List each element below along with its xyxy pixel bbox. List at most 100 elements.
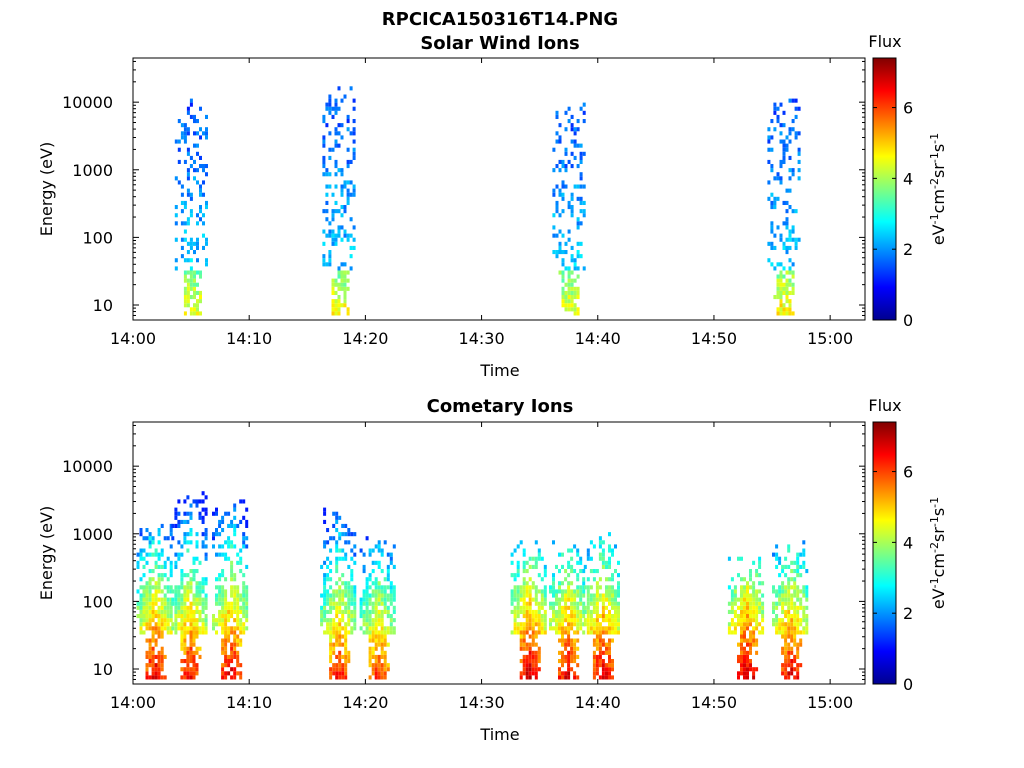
heatmap-cell [196, 311, 199, 316]
heatmap-cell [189, 241, 193, 246]
heatmap-cell [805, 597, 809, 602]
heatmap-cell [139, 601, 143, 606]
heatmap-cell [522, 626, 526, 631]
heatmap-cell [617, 560, 620, 565]
heatmap-cell [347, 614, 351, 619]
heatmap-cell [608, 626, 611, 631]
heatmap-cell [589, 585, 593, 590]
heatmap-cell [320, 609, 324, 614]
heatmap-cell [334, 102, 338, 107]
heatmap-cell [186, 671, 190, 676]
heatmap-cell [543, 618, 547, 623]
heatmap-cell [344, 671, 348, 676]
heatmap-cell [145, 671, 149, 676]
heatmap-cell [334, 98, 338, 103]
heatmap-cell [160, 630, 164, 635]
heatmap-cell [160, 589, 164, 594]
heatmap-cell [174, 552, 178, 557]
heatmap-cell [787, 663, 791, 668]
heatmap-cell [180, 184, 184, 189]
heatmap-cell [570, 548, 574, 553]
heatmap-cell [198, 589, 202, 594]
heatmap-cell [326, 589, 330, 594]
heatmap-cell [793, 634, 797, 639]
heatmap-cell [579, 200, 583, 205]
heatmap-cell [193, 274, 196, 279]
heatmap-cell [171, 601, 175, 606]
heatmap-cell [329, 654, 333, 659]
heatmap-cell [586, 618, 590, 623]
heatmap-cell [221, 642, 225, 647]
heatmap-cell [157, 650, 161, 655]
heatmap-cell [785, 147, 789, 152]
heatmap-cell [558, 159, 562, 164]
heatmap-cell [790, 601, 794, 606]
heatmap-cell [341, 593, 345, 598]
heatmap-cell [561, 589, 564, 594]
heatmap-cell [773, 266, 777, 271]
heatmap-cell [582, 151, 586, 156]
heatmap-cell [788, 233, 792, 238]
heatmap-cell [218, 532, 222, 537]
heatmap-cell [142, 614, 146, 619]
heatmap-cell [371, 638, 375, 643]
heatmap-cell [605, 618, 608, 623]
heatmap-cell [552, 168, 556, 173]
heatmap-cell [555, 250, 559, 255]
heatmap-cell [570, 618, 574, 623]
heatmap-cell [224, 626, 228, 631]
heatmap-cell [325, 102, 329, 107]
heatmap-cell [790, 650, 794, 655]
heatmap-cell [561, 180, 565, 185]
heatmap-cell [592, 659, 596, 664]
heatmap-cell [796, 589, 800, 594]
x-tick-label: 14:00 [110, 329, 156, 348]
heatmap-cell [201, 491, 205, 496]
heatmap-cell [198, 515, 202, 520]
heatmap-cell [558, 630, 561, 635]
heatmap-cell [601, 601, 605, 606]
heatmap-cell [374, 622, 378, 627]
heatmap-cell [770, 135, 774, 140]
heatmap-cell [338, 585, 342, 590]
heatmap-cell [227, 609, 231, 614]
heatmap-cell [740, 654, 743, 659]
heatmap-cell [555, 205, 559, 210]
heatmap-cell [198, 618, 202, 623]
heatmap-cell [755, 601, 759, 606]
heatmap-cell [579, 597, 583, 602]
heatmap-cell [386, 667, 390, 672]
heatmap-cell [230, 601, 234, 606]
heatmap-cell [737, 659, 740, 664]
heatmap-cell [552, 147, 556, 152]
colorbar-tick-label: 0 [903, 675, 913, 694]
heatmap-cell [177, 601, 181, 606]
heatmap-cell [224, 634, 228, 639]
heatmap-cell [239, 622, 243, 627]
heatmap-cell [773, 110, 777, 115]
heatmap-cell [239, 642, 243, 647]
heatmap-cell [343, 233, 347, 238]
heatmap-cell [791, 262, 795, 267]
heatmap-cell [212, 544, 215, 549]
heatmap-cell [752, 601, 756, 606]
heatmap-cell [371, 650, 375, 655]
heatmap-cell [174, 258, 178, 263]
colorbar-units-cometary: eV-1cm-2sr-1s-1 [928, 497, 949, 609]
heatmap-cell [793, 630, 797, 635]
heatmap-cell [564, 184, 568, 189]
heatmap-cell [334, 290, 338, 295]
heatmap-cell [773, 200, 777, 205]
heatmap-cell [784, 642, 788, 647]
heatmap-cell [230, 654, 234, 659]
heatmap-cell [201, 499, 205, 504]
heatmap-cell [582, 102, 586, 107]
heatmap-cell [752, 618, 756, 623]
heatmap-cell [189, 311, 193, 316]
heatmap-cell [343, 290, 347, 295]
heatmap-cell [564, 638, 568, 643]
heatmap-cell [160, 659, 164, 664]
heatmap-cell [177, 556, 181, 561]
heatmap-cell [177, 540, 181, 545]
heatmap-cell [608, 654, 611, 659]
